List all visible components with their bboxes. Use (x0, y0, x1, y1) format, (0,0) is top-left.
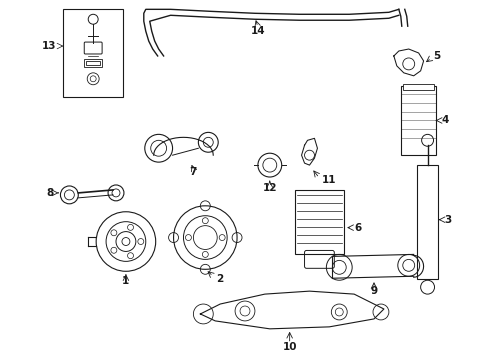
Text: 8: 8 (46, 188, 53, 198)
Bar (401, 86, 436, 155)
Bar (403, 84, 434, 90)
Text: 11: 11 (321, 175, 336, 185)
Bar (86, 61, 100, 65)
Text: 4: 4 (441, 116, 449, 126)
Text: 2: 2 (217, 274, 224, 284)
Text: 3: 3 (444, 215, 452, 225)
Text: 13: 13 (42, 41, 56, 51)
Text: 7: 7 (190, 167, 197, 177)
Text: 12: 12 (263, 183, 277, 193)
Bar (416, 165, 439, 279)
Text: 14: 14 (250, 26, 265, 36)
Text: 10: 10 (282, 342, 297, 352)
Bar (294, 190, 344, 255)
Text: 9: 9 (370, 286, 378, 296)
Bar (63, 9, 123, 96)
Text: 5: 5 (434, 51, 441, 61)
Text: 1: 1 (122, 276, 129, 286)
Text: 6: 6 (354, 222, 362, 233)
Bar (84, 59, 102, 67)
